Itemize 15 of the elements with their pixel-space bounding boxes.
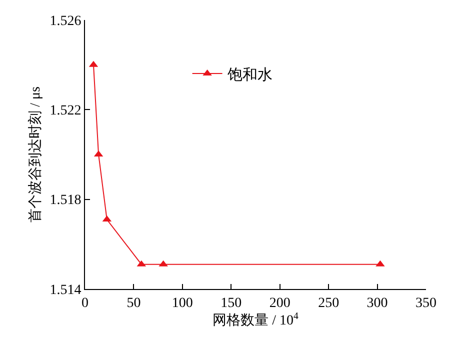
- x-axis-title: 网格数量 / 10$^{4}$: [212, 310, 298, 329]
- x-tick-label: 100: [172, 296, 193, 311]
- x-tick-label: 50: [126, 296, 141, 311]
- y-tick-label: 1.522: [50, 104, 82, 119]
- legend-label: 饱和水: [226, 66, 272, 84]
- x-tick-label: 300: [366, 296, 388, 311]
- x-tick-label: 150: [220, 296, 242, 311]
- y-tick-label: 1.514: [50, 282, 82, 298]
- x-tick-label: 200: [269, 296, 290, 311]
- y-tick-label: 1.526: [50, 14, 82, 29]
- y-tick-label: 1.518: [50, 193, 82, 208]
- x-tick-label: 250: [318, 296, 340, 311]
- x-tick-label: 0: [82, 296, 88, 311]
- x-tick-label: 350: [416, 296, 436, 311]
- y-axis-title: 首个波谷到达时刻 / μs: [27, 86, 44, 222]
